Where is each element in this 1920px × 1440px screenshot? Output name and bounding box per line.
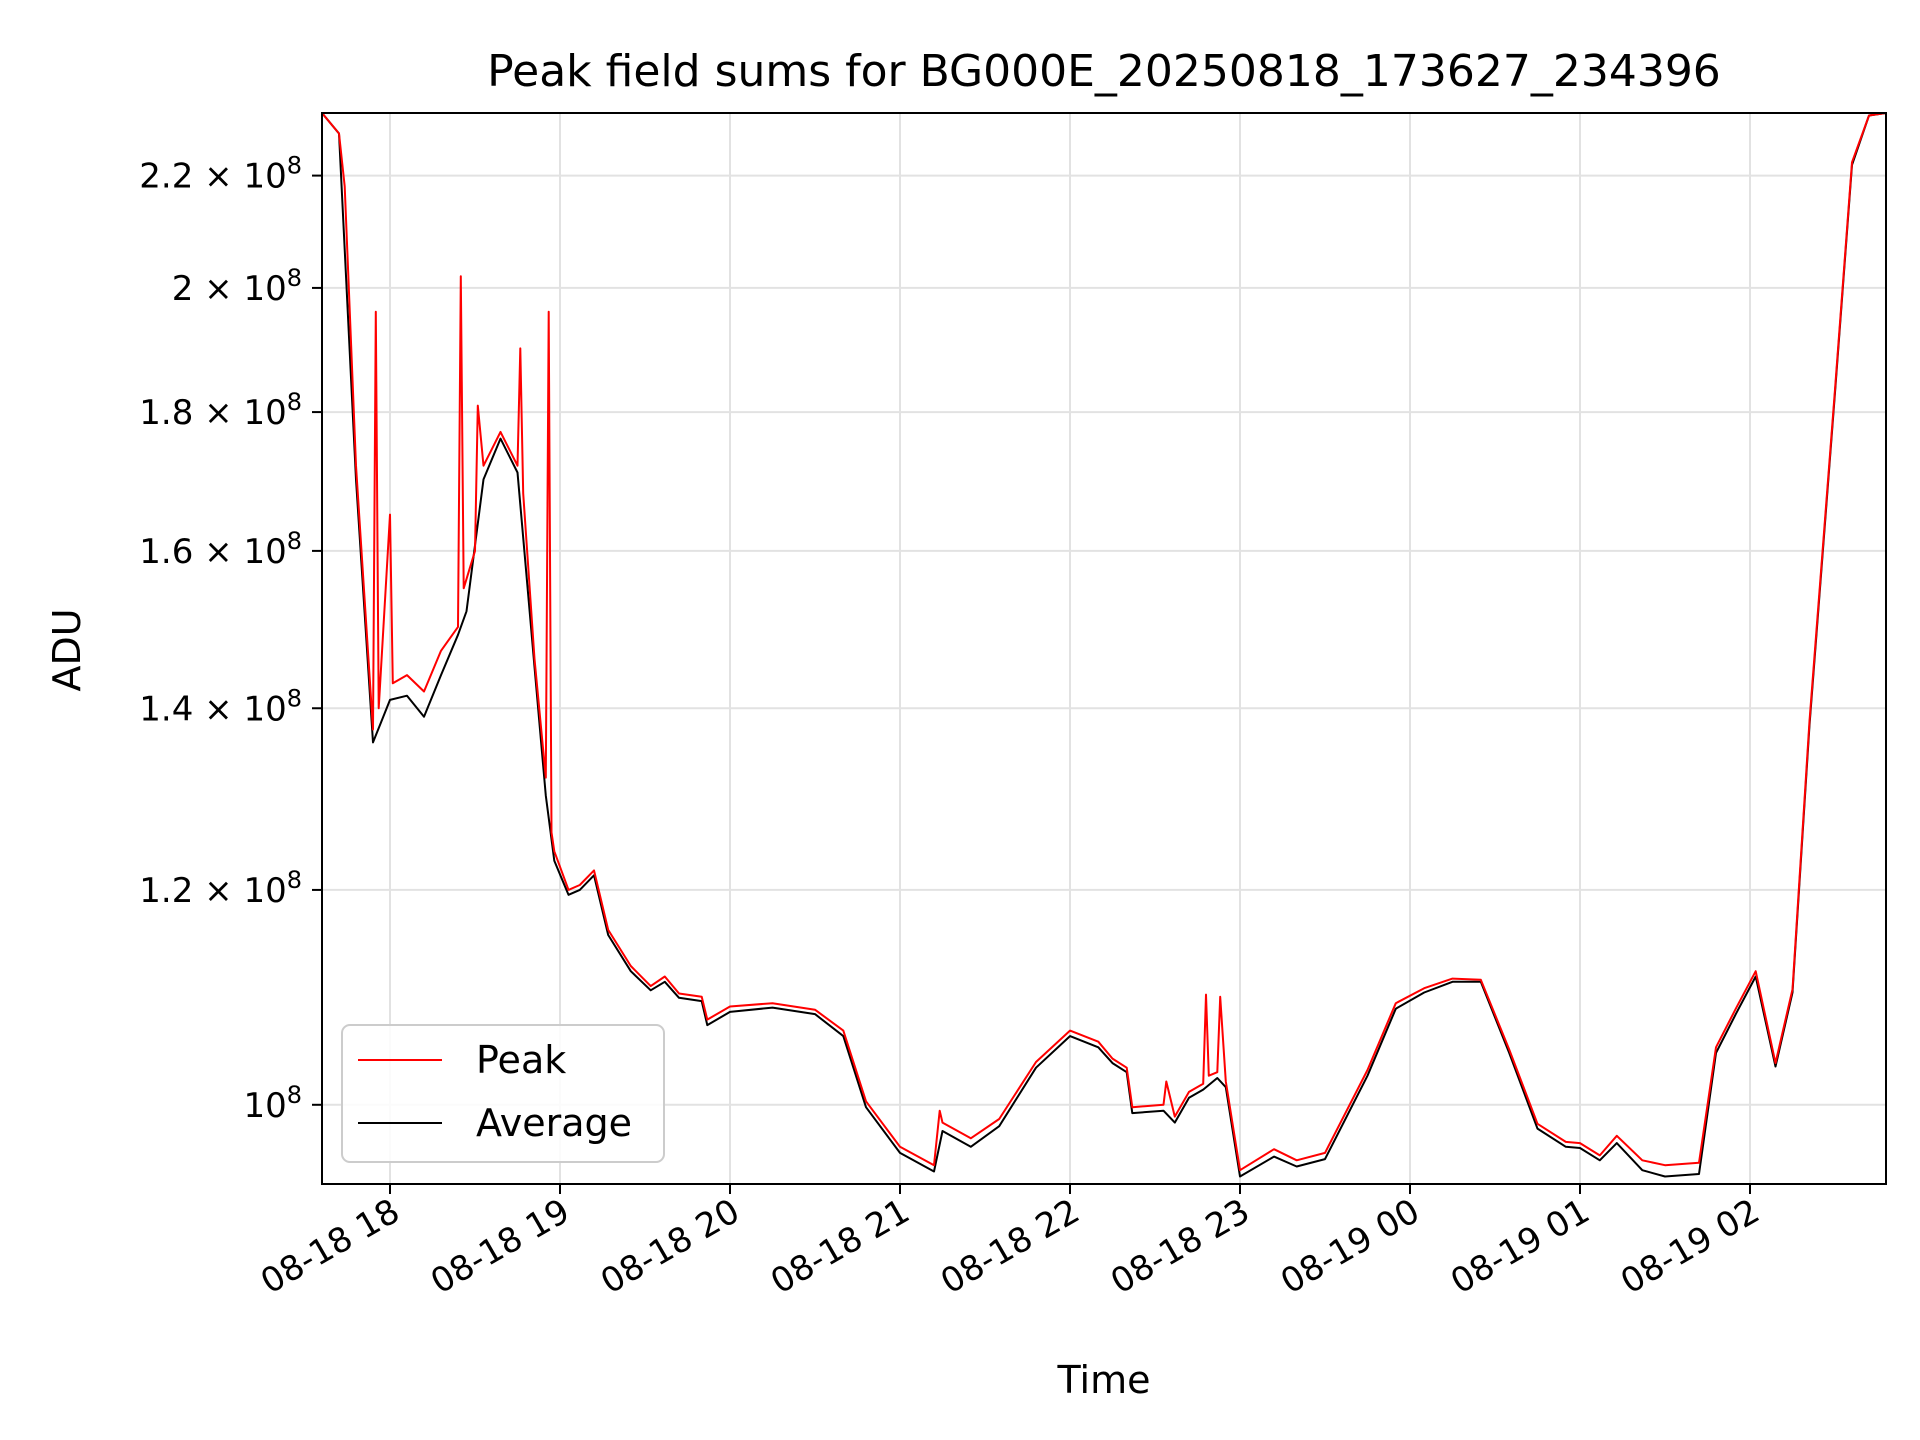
- legend-label-average: Average: [476, 1101, 632, 1145]
- y-axis-label: ADU: [45, 608, 89, 691]
- y-tick-label: 2.2 × 108: [139, 152, 302, 197]
- y-tick-label: 1.6 × 108: [139, 527, 302, 572]
- series-layer: [321, 112, 1887, 1178]
- y-axis: 108 1.2 × 108 1.4 × 108 1.6 × 108 1.8 × 108 2…: [139, 152, 322, 1126]
- series-line-peak: [321, 112, 1887, 1172]
- y-tick-label: 1.8 × 108: [139, 388, 302, 433]
- y-tick-label: 1.2 × 108: [139, 866, 302, 911]
- x-tick-label: 08-18 22: [934, 1191, 1086, 1302]
- y-tick-label: 2 × 108: [172, 264, 302, 309]
- x-tick-label: 08-19 01: [1444, 1191, 1596, 1302]
- legend: Peak Average: [341, 1024, 665, 1163]
- x-tick-label: 08-19 00: [1274, 1191, 1426, 1302]
- series-line-average: [321, 112, 1887, 1178]
- x-tick-label: 08-18 19: [424, 1191, 576, 1302]
- x-axis: 08-18 18 08-18 19 08-18 20 08-18 21 08-18 22…: [254, 1184, 1767, 1302]
- y-tick-label: 108: [243, 1081, 302, 1126]
- x-tick-label: 08-19 02: [1614, 1191, 1766, 1302]
- legend-label-peak: Peak: [476, 1038, 566, 1082]
- plot-frame: [321, 112, 1887, 1185]
- grid: [322, 113, 1886, 1184]
- x-tick-label: 08-18 18: [254, 1191, 406, 1302]
- x-axis-label: Time: [1057, 1358, 1151, 1402]
- x-tick-label: 08-18 23: [1104, 1191, 1256, 1302]
- x-tick-label: 08-18 21: [764, 1191, 916, 1302]
- y-tick-label: 1.4 × 108: [139, 684, 302, 729]
- chart-title: Peak field sums for BG000E_20250818_1736…: [487, 46, 1721, 97]
- x-tick-label: 08-18 20: [594, 1191, 746, 1302]
